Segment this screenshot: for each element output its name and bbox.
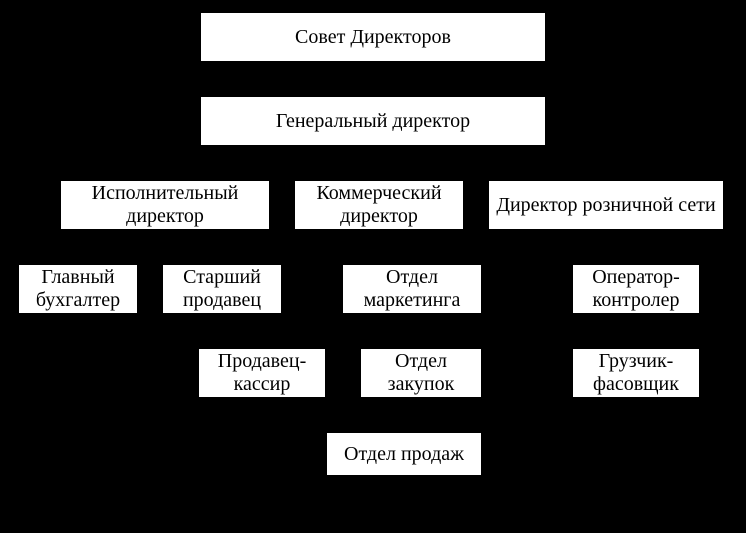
org-node-label: Грузчик-фасовщик [579,350,693,396]
org-node-ceo: Генеральный директор [200,96,546,146]
org-node-board: Совет Директоров [200,12,546,62]
org-node-sales: Отдел продаж [326,432,482,476]
org-node-label: Отдел закупок [367,350,475,396]
org-node-label: Продавец-кассир [205,350,319,396]
org-node-exec_dir: Исполнительный директор [60,180,270,230]
org-node-cashier: Продавец-кассир [198,348,326,398]
org-node-purchasing: Отдел закупок [360,348,482,398]
org-node-label: Главный бухгалтер [25,266,131,312]
org-node-loader: Грузчик-фасовщик [572,348,700,398]
org-node-operator: Оператор-контролер [572,264,700,314]
org-node-label: Отдел продаж [344,443,464,466]
org-node-marketing: Отдел маркетинга [342,264,482,314]
org-node-senior_seller: Старший продавец [162,264,282,314]
org-node-label: Оператор-контролер [579,266,693,312]
org-node-retail_dir: Директор розничной сети [488,180,724,230]
org-node-label: Отдел маркетинга [349,266,475,312]
org-node-label: Генеральный директор [276,110,470,133]
org-node-label: Коммерческий директор [301,182,457,228]
org-node-label: Старший продавец [169,266,275,312]
org-node-label: Исполнительный директор [67,182,263,228]
org-node-label: Совет Директоров [295,26,451,49]
org-node-chief_acc: Главный бухгалтер [18,264,138,314]
org-node-comm_dir: Коммерческий директор [294,180,464,230]
org-node-label: Директор розничной сети [496,194,715,217]
